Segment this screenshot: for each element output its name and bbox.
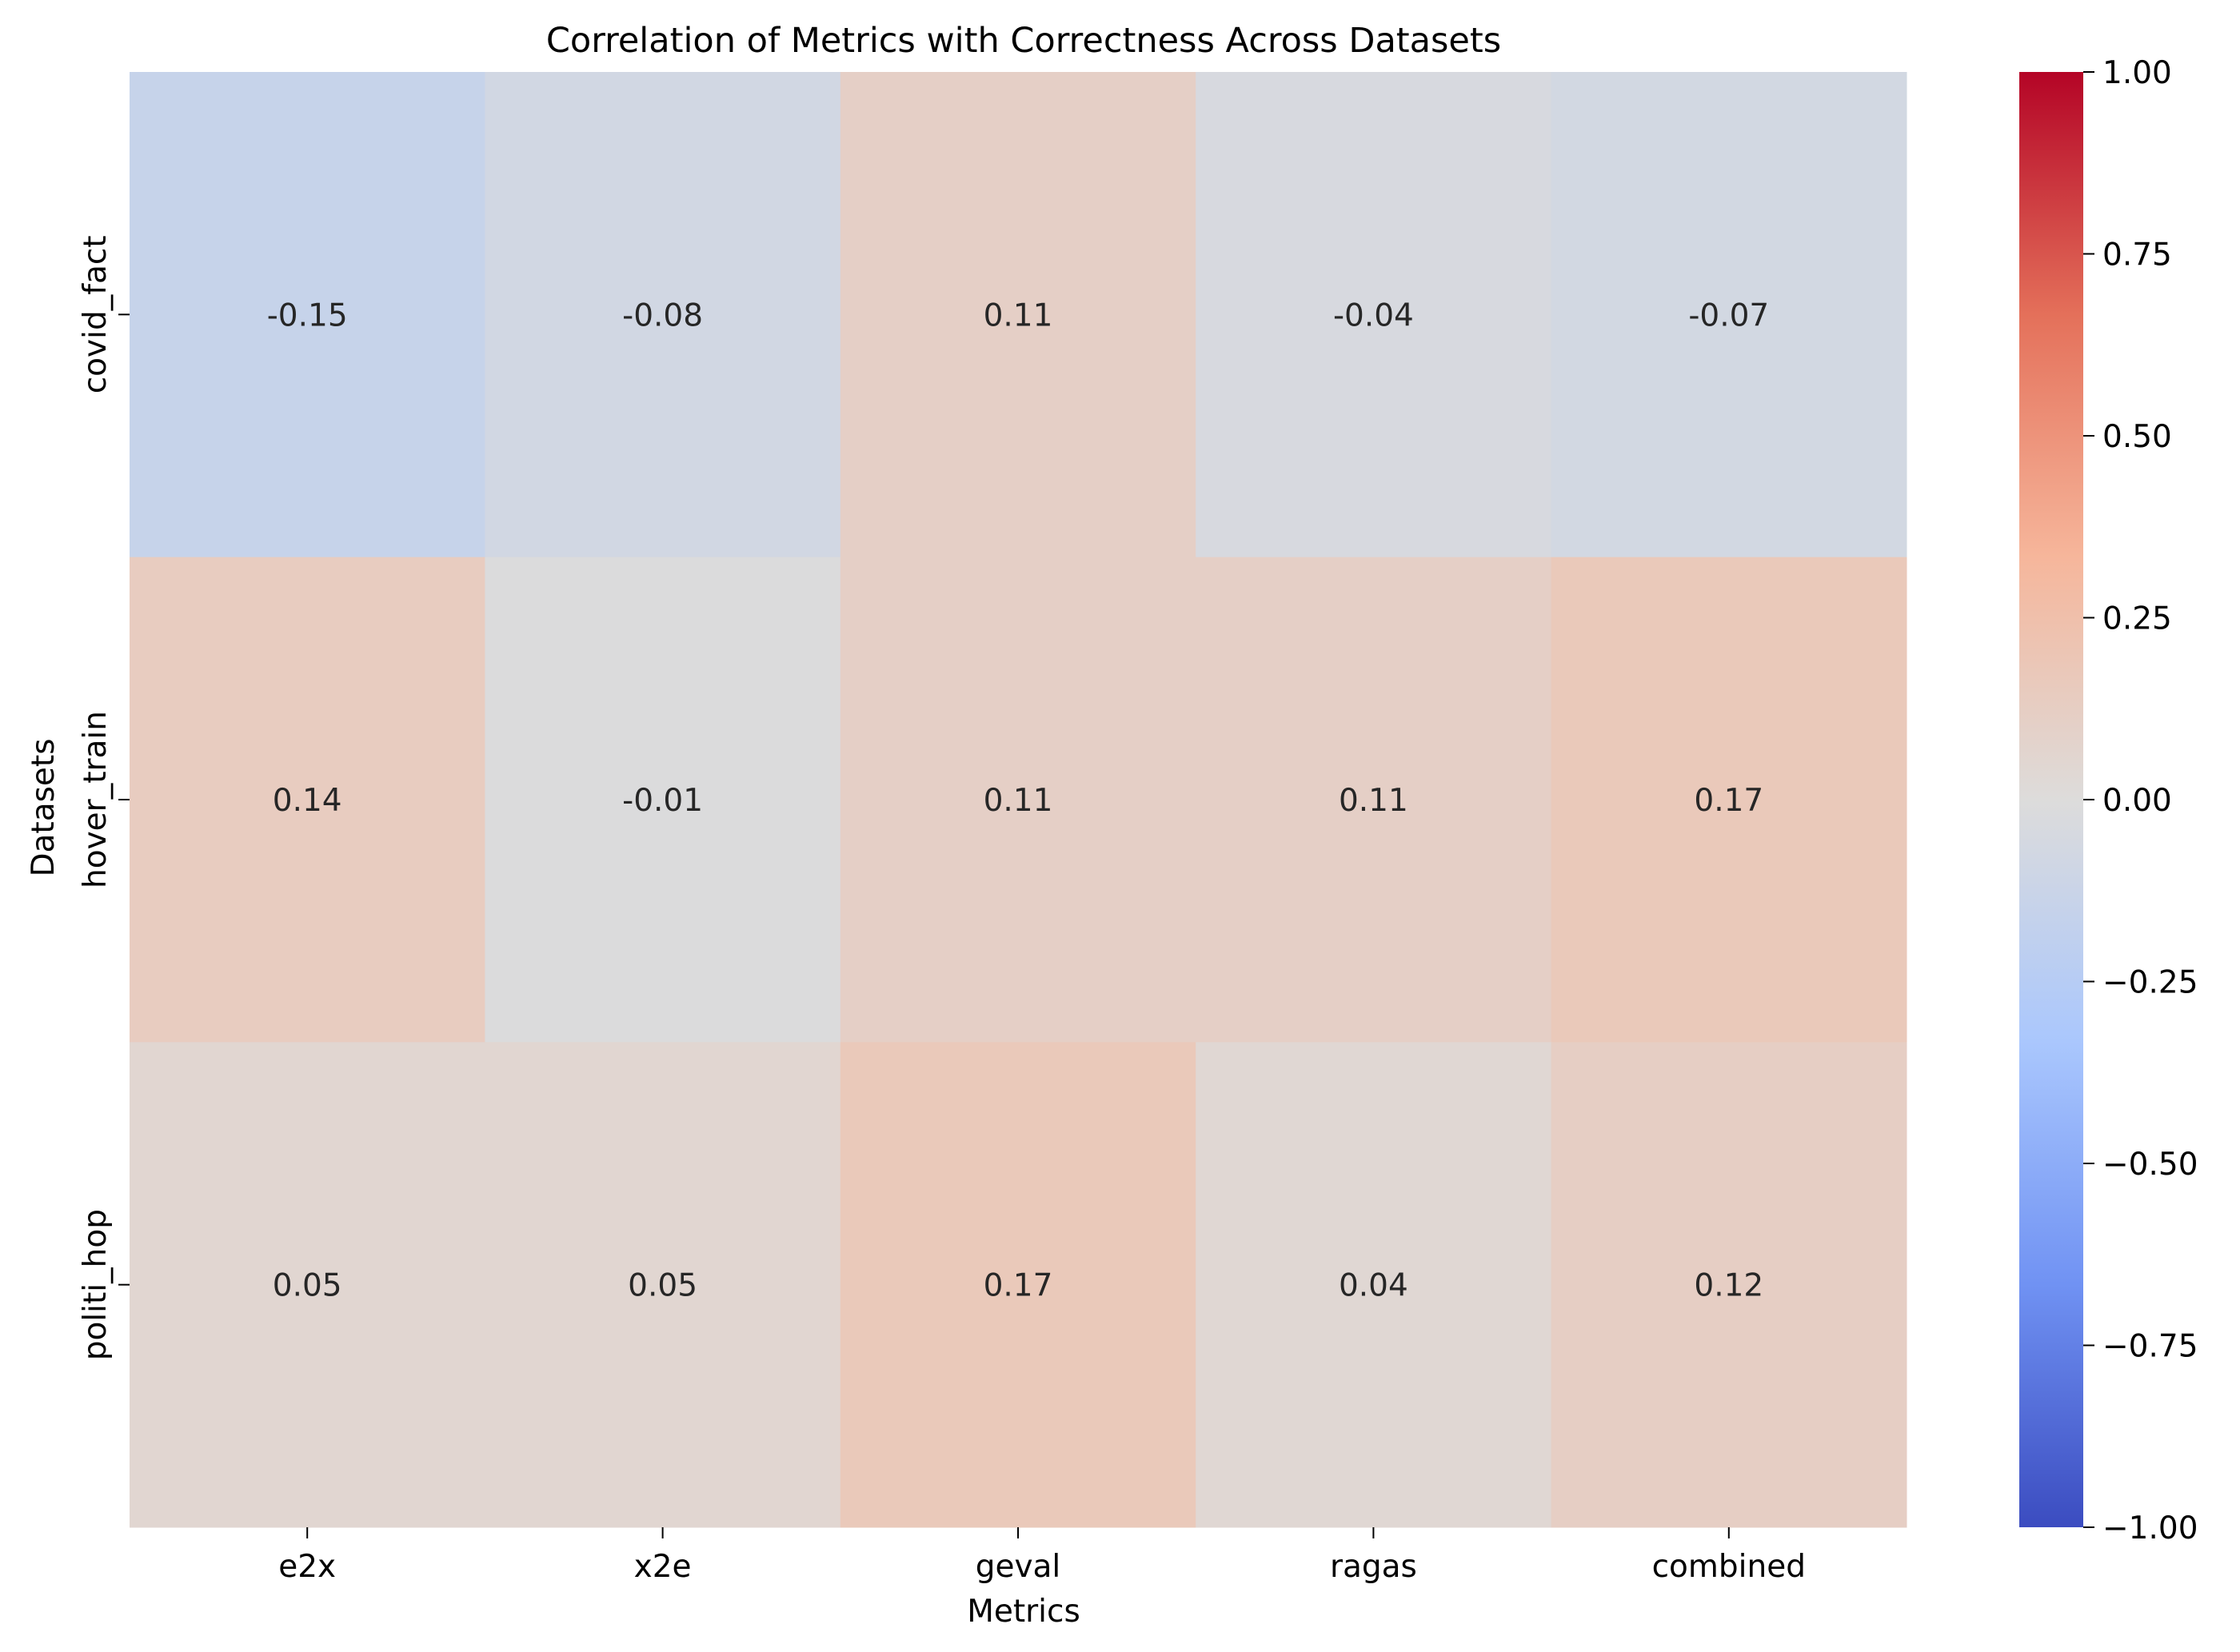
colorbar-tick-label: 0.00 (2102, 783, 2172, 819)
cell-value-label: 0.14 (273, 783, 342, 819)
heatmap-cell (1551, 72, 1907, 558)
colorbar-tick-label: 0.75 (2102, 237, 2172, 273)
x-axis-label: Metrics (967, 1594, 1080, 1630)
colorbar-axis: 1.00 0.75 0.50 0.25 0.00 −0.25 −0.50 −0.75 −1.00 (2083, 55, 2198, 1546)
cell-value-label: 0.04 (1339, 1268, 1408, 1304)
cell-value-label: 0.11 (1339, 783, 1408, 819)
heatmap-cell (1196, 557, 1552, 1043)
colorbar-tick-label: 0.50 (2102, 419, 2172, 455)
chart-title: Correlation of Metrics with Correctness … (546, 21, 1501, 61)
cell-value-label: 0.05 (273, 1268, 342, 1304)
colorbar-gradient (2019, 72, 2083, 1527)
heatmap-cell (485, 557, 841, 1043)
x-axis: e2x x2e geval ragas combined (278, 1527, 1806, 1585)
heatmap-cell (1551, 557, 1907, 1043)
colorbar (2019, 72, 2083, 1527)
y-tick-label: politi_hop (78, 1209, 114, 1360)
x-tick-label: e2x (278, 1549, 336, 1585)
heatmap-cell (130, 72, 485, 558)
x-tick-label: ragas (1330, 1549, 1417, 1585)
heatmap-cell (485, 72, 841, 558)
x-tick-label: x2e (634, 1549, 692, 1585)
heatmap-cell (840, 72, 1196, 558)
heatmap-cell (1196, 72, 1552, 558)
y-axis: covid_fact hover_train politi_hop (78, 235, 130, 1360)
colorbar-tick-label: 0.25 (2102, 601, 2172, 637)
heatmap-cells: -0.15 -0.08 0.11 -0.04 -0.07 0.14 -0.01 0.11 0.1… (130, 72, 1907, 1528)
heatmap-cell (485, 1042, 841, 1528)
y-tick-label: covid_fact (78, 235, 114, 393)
cell-value-label: -0.08 (622, 297, 703, 333)
y-axis-label: Datasets (26, 738, 62, 876)
heatmap-cell (840, 557, 1196, 1043)
colorbar-tick-label: −0.50 (2102, 1147, 2198, 1183)
x-tick-label: combined (1652, 1549, 1806, 1585)
cell-value-label: 0.11 (984, 297, 1053, 333)
x-tick-label: geval (976, 1549, 1061, 1585)
y-tick-label: hover_train (78, 711, 114, 888)
colorbar-tick-label: −0.75 (2102, 1329, 2198, 1365)
heatmap-cell (840, 1042, 1196, 1528)
cell-value-label: 0.12 (1694, 1268, 1763, 1304)
colorbar-tick-label: −0.25 (2102, 965, 2198, 1001)
colorbar-tick-label: 1.00 (2102, 55, 2172, 91)
colorbar-tick-label: −1.00 (2102, 1510, 2198, 1546)
heatmap-cell (1551, 1042, 1907, 1528)
cell-value-label: 0.17 (984, 1268, 1053, 1304)
cell-value-label: 0.17 (1694, 783, 1763, 819)
heatmap-cell (130, 1042, 485, 1528)
cell-value-label: -0.15 (267, 297, 348, 333)
cell-value-label: -0.01 (622, 783, 703, 819)
cell-value-label: 0.11 (984, 783, 1053, 819)
heatmap-cell (1196, 1042, 1552, 1528)
cell-value-label: 0.05 (628, 1268, 697, 1304)
cell-value-label: -0.04 (1333, 297, 1414, 333)
heatmap-cell (130, 557, 485, 1043)
cell-value-label: -0.07 (1688, 297, 1769, 333)
